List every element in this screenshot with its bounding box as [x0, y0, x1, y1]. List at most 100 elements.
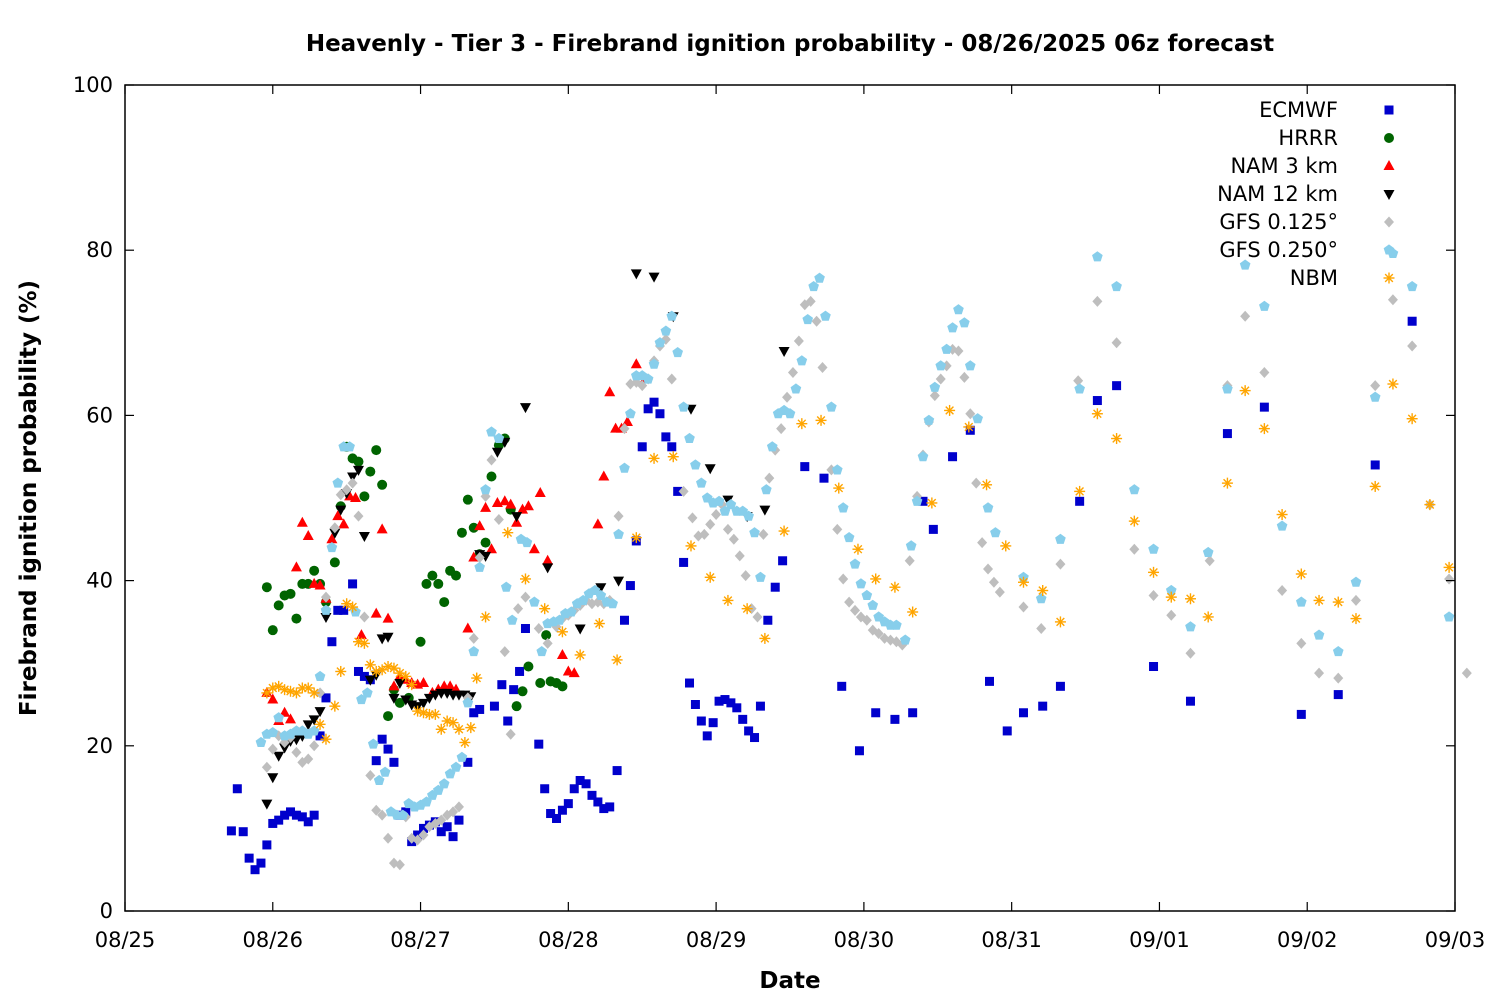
data-point-nam-3-km	[474, 520, 486, 531]
data-point-gfs-0-250	[855, 578, 867, 589]
chart-title: Heavenly - Tier 3 - Firebrand ignition p…	[306, 31, 1274, 57]
data-point-gfs-0-250	[964, 360, 976, 371]
data-point-gfs-0-250	[796, 355, 808, 366]
data-point-gfs-0-250	[273, 712, 285, 723]
data-point-hrrr	[427, 570, 438, 581]
data-point-gfs-0-125	[1129, 543, 1140, 555]
data-point-gfs-0-125	[394, 859, 405, 871]
data-point-gfs-0-125	[1259, 366, 1270, 378]
data-point-gfs-0-125	[1444, 573, 1455, 585]
data-point-nam-12-km	[400, 695, 412, 706]
data-point-gfs-0-125	[728, 533, 739, 545]
data-point-nam-12-km	[261, 799, 273, 810]
data-point-nbm	[519, 573, 531, 585]
data-point-gfs-0-250	[725, 499, 737, 510]
x-tick-label: 09/02	[1277, 928, 1338, 952]
data-point-hrrr	[329, 557, 340, 568]
x-tick-label: 08/25	[95, 928, 156, 952]
data-point-ecmwf	[1333, 690, 1343, 700]
data-point-ecmwf	[1002, 726, 1012, 736]
data-point-ecmwf	[377, 734, 387, 744]
data-point-nbm	[944, 404, 956, 416]
data-point-ecmwf	[770, 582, 780, 592]
data-point-nam-12-km	[364, 675, 376, 686]
data-point-gfs-0-250	[565, 606, 577, 617]
data-point-ecmwf	[1149, 662, 1159, 672]
data-point-gfs-0-125	[1073, 375, 1084, 387]
data-point-nam-3-km	[279, 706, 291, 717]
data-point-nbm	[963, 421, 975, 433]
data-point-gfs-0-125	[734, 550, 745, 562]
data-point-gfs-0-125	[320, 591, 331, 603]
data-point-gfs-0-125	[329, 522, 340, 534]
data-point-gfs-0-250	[320, 604, 332, 615]
data-point-gfs-0-250	[905, 540, 917, 551]
data-point-nam-3-km	[418, 677, 430, 688]
data-point-gfs-0-250	[1443, 611, 1455, 622]
data-point-nam-3-km	[376, 523, 388, 534]
data-point-hrrr	[511, 701, 522, 712]
data-point-ecmwf	[353, 666, 363, 676]
data-point-hrrr	[451, 570, 462, 581]
data-point-gfs-0-125	[1240, 310, 1251, 322]
data-point-ecmwf	[714, 696, 724, 706]
legend-label-gfs-0-125: GFS 0.125°	[1219, 210, 1338, 234]
data-point-gfs-0-125	[787, 366, 798, 378]
data-point-nbm	[1148, 566, 1160, 578]
data-point-gfs-0-125	[705, 518, 716, 530]
data-point-nam-12-km	[320, 612, 332, 623]
data-point-gfs-0-125	[935, 373, 946, 385]
data-point-ecmwf	[448, 832, 458, 842]
data-point-ecmwf	[661, 432, 671, 442]
data-point-nbm	[759, 632, 771, 644]
y-tick-label: 80	[86, 238, 113, 262]
data-point-hrrr	[439, 597, 450, 608]
data-point-gfs-0-250	[743, 510, 754, 521]
data-point-ecmwf	[497, 680, 507, 690]
data-point-nam-3-km	[382, 612, 394, 623]
data-point-ecmwf	[256, 858, 266, 868]
data-point-nbm	[335, 665, 347, 677]
data-point-nbm	[435, 723, 447, 735]
data-point-hrrr	[462, 494, 473, 505]
data-point-hrrr	[377, 479, 388, 490]
data-point-ecmwf	[871, 708, 881, 718]
data-point-nbm	[630, 532, 642, 544]
chart-marks	[226, 247, 1472, 875]
data-point-nbm	[685, 540, 697, 552]
data-point-ecmwf	[454, 815, 464, 825]
data-point-gfs-0-250	[625, 408, 636, 419]
data-point-ecmwf	[1018, 708, 1028, 718]
data-point-nbm	[796, 418, 808, 430]
data-point-gfs-0-125	[303, 753, 314, 765]
data-point-ecmwf	[315, 731, 325, 741]
data-point-gfs-0-250	[911, 495, 923, 506]
data-point-ecmwf	[297, 812, 307, 822]
x-tick-label: 08/26	[243, 928, 304, 952]
data-point-gfs-0-250	[837, 502, 849, 513]
data-point-nam-12-km	[630, 269, 642, 280]
data-point-nbm	[471, 672, 483, 684]
data-point-nam-12-km	[595, 583, 607, 594]
data-point-gfs-0-125	[873, 627, 884, 639]
data-point-nbm	[1239, 385, 1251, 397]
data-point-ecmwf	[837, 681, 847, 691]
data-point-nam-12-km	[511, 512, 523, 523]
data-point-gfs-0-125	[971, 477, 982, 489]
data-point-nbm	[593, 618, 605, 630]
data-point-gfs-0-250	[849, 558, 861, 569]
legend-marker-hrrr	[1384, 133, 1394, 143]
data-point-ecmwf	[303, 817, 313, 827]
data-point-gfs-0-125	[977, 537, 988, 549]
legend-marker-ecmwf	[1384, 105, 1394, 115]
data-point-ecmwf	[321, 693, 331, 703]
data-point-gfs-0-125	[1296, 637, 1307, 649]
data-point-nam-12-km	[648, 272, 660, 283]
data-point-gfs-0-250	[935, 360, 947, 371]
data-point-gfs-0-125	[341, 484, 352, 496]
data-point-ecmwf	[928, 524, 938, 534]
data-point-gfs-0-250	[450, 761, 462, 772]
data-point-ecmwf	[546, 809, 556, 819]
data-point-nbm	[926, 497, 938, 509]
data-point-nbm	[394, 667, 406, 679]
